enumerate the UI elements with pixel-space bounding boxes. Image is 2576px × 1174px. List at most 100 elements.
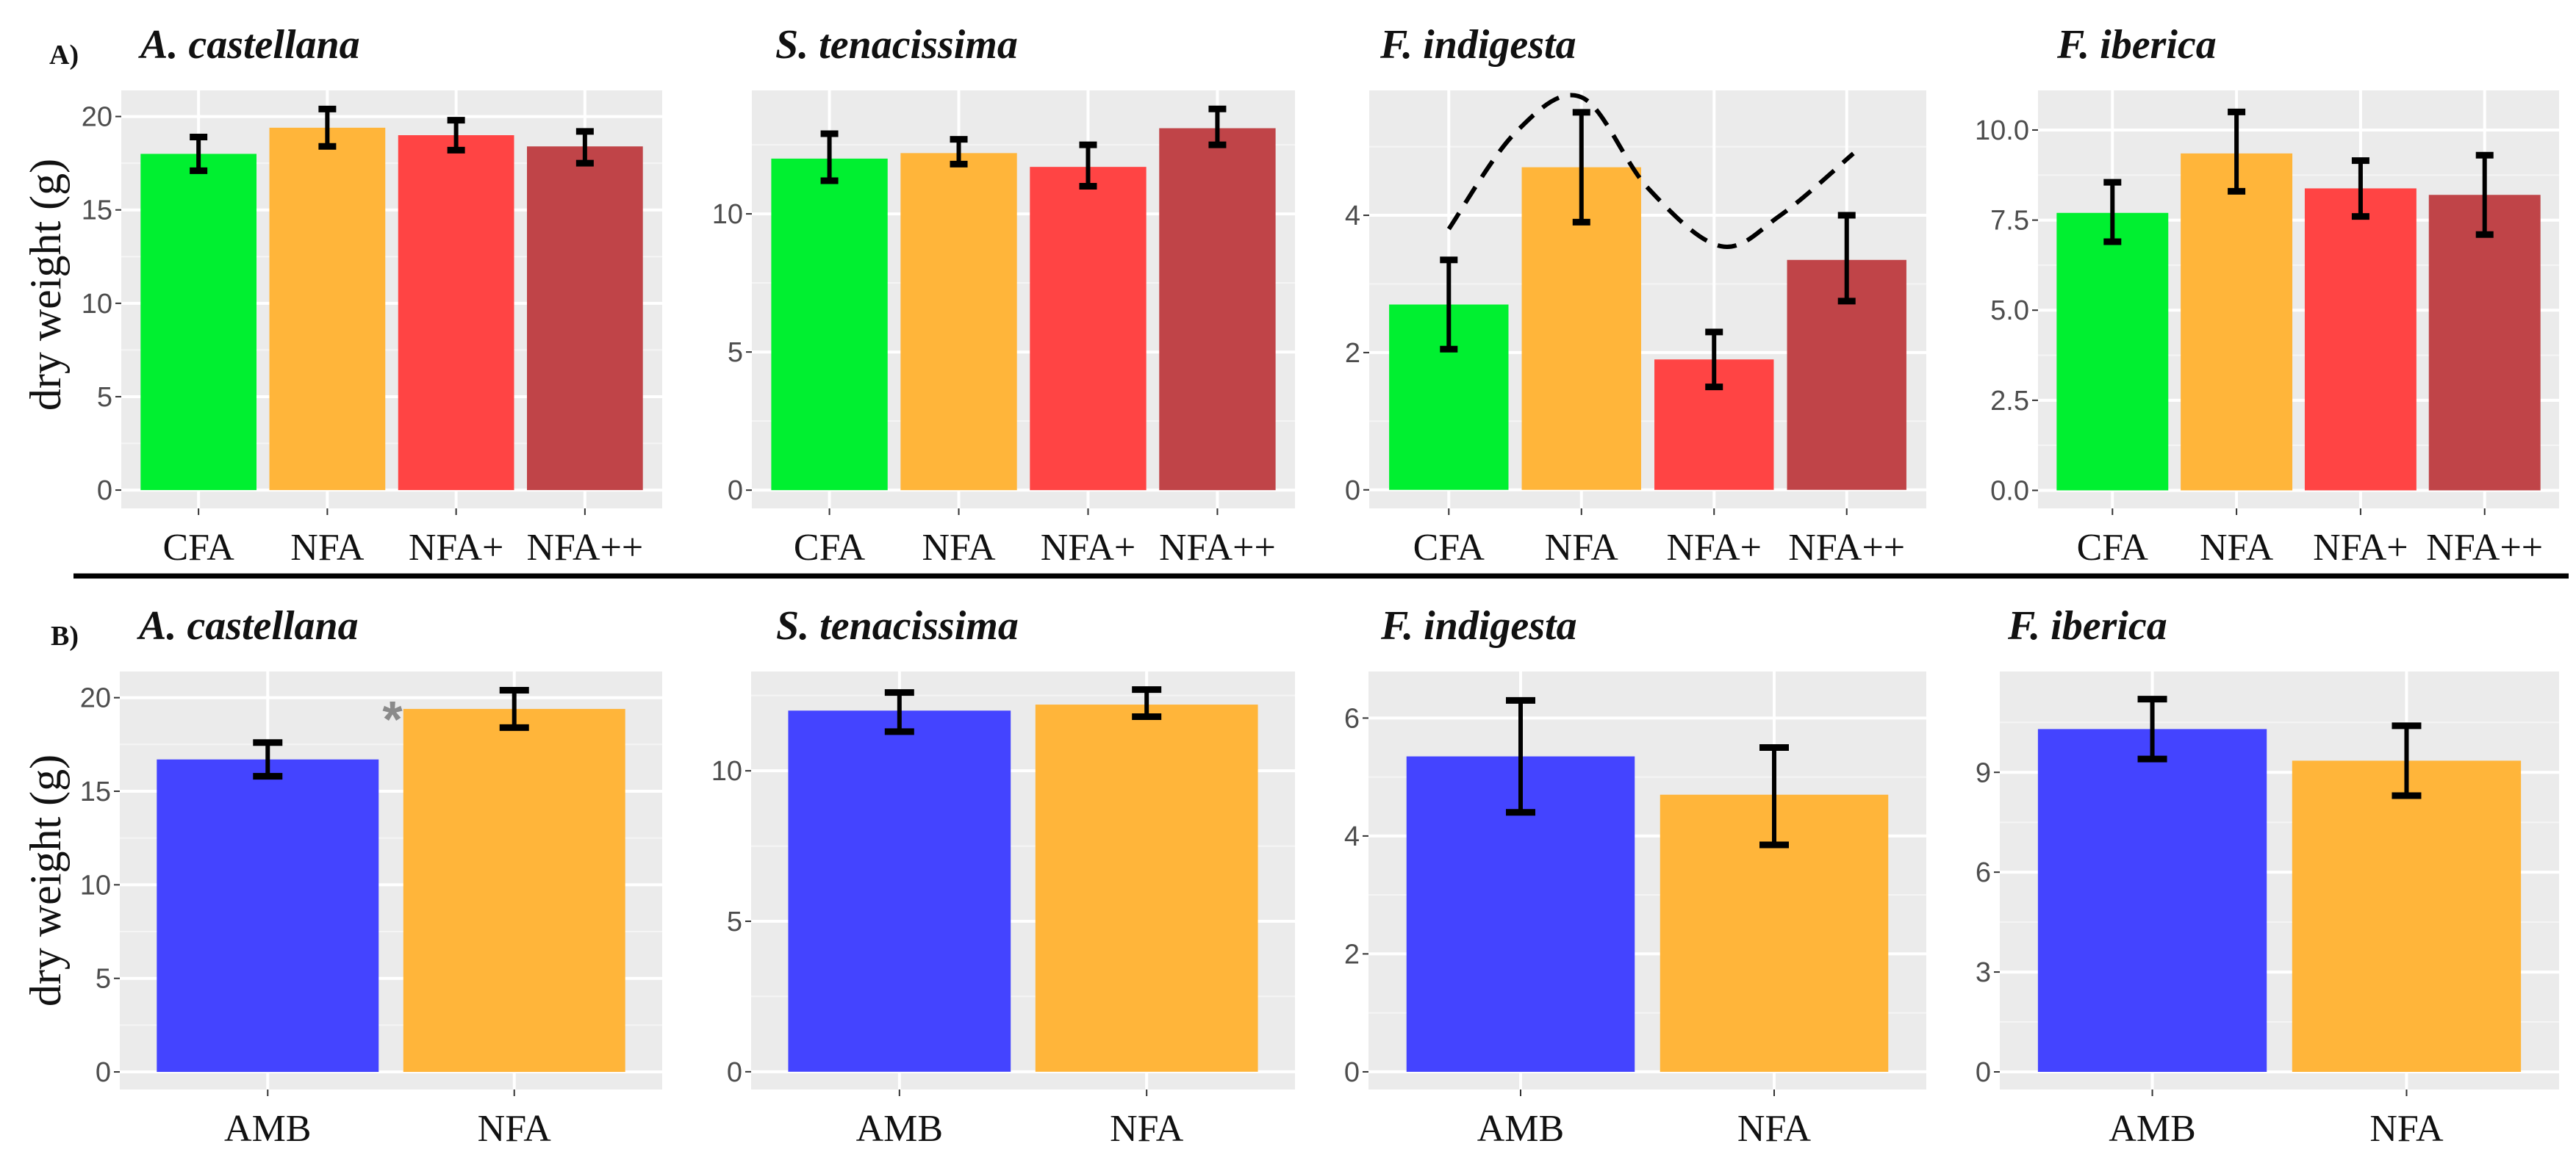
error-bar (1506, 696, 1535, 816)
error-bar (1759, 744, 1789, 849)
x-tick-label: CFA (1413, 527, 1485, 569)
bar-cfa (771, 158, 888, 491)
bar-nfa (2181, 153, 2293, 491)
y-tick-label: 4 (1345, 201, 1360, 231)
y-tick-label: 6 (1344, 703, 1360, 734)
error-bar (2475, 151, 2494, 238)
y-tick-label: 0 (96, 1057, 111, 1088)
panel-5: 0 5 10 15 20 AMB NFA * A. castellana B) dry weight… (21, 603, 662, 1150)
error-bar (575, 128, 594, 167)
y-tick-label: 2 (1344, 939, 1360, 970)
panel-title: A. castellana (138, 22, 360, 68)
y-tick-label: 0 (1976, 1057, 1991, 1088)
x-tick-label: NFA+ (1041, 527, 1136, 569)
x-tick-label: NFA (1737, 1108, 1812, 1150)
error-bar (2137, 696, 2167, 763)
y-tick-label: 0 (97, 475, 112, 506)
x-tick-label: NFA (1110, 1108, 1184, 1150)
y-tick-label: 20 (82, 102, 112, 133)
panel-title: F. iberica (2007, 603, 2167, 649)
bar-cfa (140, 154, 256, 491)
y-tick-label: 10 (82, 289, 112, 320)
error-bar (1705, 328, 1723, 391)
x-tick-label: NFA (478, 1108, 552, 1150)
bar-amb (788, 710, 1011, 1072)
error-bar (950, 136, 968, 168)
x-tick-label: NFA++ (526, 527, 643, 569)
error-bar (820, 130, 839, 184)
x-tick-label: AMB (224, 1108, 311, 1150)
y-tick-label: 0 (727, 1057, 742, 1088)
y-tick-label: 7.5 (1990, 206, 2029, 237)
panel-title: S. tenacissima (776, 603, 1019, 649)
y-tick-label: 15 (80, 777, 111, 807)
x-tick-label: CFA (162, 527, 234, 569)
error-bar (447, 117, 465, 154)
y-tick-label: 15 (82, 195, 112, 226)
error-bar (1079, 141, 1097, 190)
panel-label: A) (49, 40, 79, 71)
panel-title: F. indigesta (1380, 22, 1576, 68)
bar-nfaplusplus (1159, 128, 1276, 491)
panel-title: F. iberica (2056, 22, 2217, 68)
y-tick-label: 20 (80, 683, 111, 714)
bar-nfaplusplus (527, 146, 643, 491)
panel-4: 0.0 2.5 5.0 7.5 10.0 CFA NFA NFA+ NFA++ F. iberic… (1975, 22, 2559, 569)
error-bar (1132, 686, 1162, 720)
error-bar (1208, 105, 1227, 148)
panel-title: S. tenacissima (775, 22, 1018, 68)
y-tick-label: 10 (80, 870, 111, 901)
significance-asterisk: * (382, 691, 403, 748)
panel-3: 0 2 4 CFA NFA NFA+ NFA++ F. indigesta (1345, 22, 1926, 569)
bar-nfa (269, 127, 386, 491)
y-tick-label: 10 (712, 199, 743, 230)
y-tick-label: 0 (728, 475, 743, 506)
y-tick-label: 5 (97, 382, 112, 413)
x-tick-label: AMB (856, 1108, 943, 1150)
x-tick-label: NFA (2200, 527, 2274, 569)
y-tick-label: 4 (1344, 821, 1360, 852)
error-bar (2392, 722, 2422, 799)
bar-nfaplus (2304, 188, 2417, 491)
y-axis-label: dry weight (g) (21, 755, 70, 1006)
x-tick-label: NFA+ (2313, 527, 2408, 569)
x-tick-label: AMB (1477, 1108, 1564, 1150)
bar-nfa (403, 708, 625, 1073)
y-tick-label: 5 (727, 907, 742, 937)
panel-title: F. indigesta (1380, 603, 1577, 649)
error-bar (2351, 157, 2369, 220)
panel-title: A. castellana (137, 603, 359, 649)
x-tick-label: NFA++ (1788, 527, 1905, 569)
x-tick-label: CFA (794, 527, 866, 569)
x-tick-label: CFA (2077, 527, 2149, 569)
bar-cfa (2056, 212, 2169, 491)
error-bar (1837, 212, 1856, 305)
y-tick-label: 0 (1344, 1057, 1360, 1088)
error-bar (253, 739, 283, 780)
y-tick-label: 2.5 (1990, 386, 2029, 417)
y-tick-label: 5.0 (1990, 295, 2029, 326)
error-bar (1572, 109, 1590, 226)
x-tick-label: NFA (1545, 527, 1619, 569)
x-tick-label: NFA++ (1159, 527, 1276, 569)
y-tick-label: 3 (1976, 957, 1991, 988)
panel-7: 0 2 4 6 AMB NFA F. indigesta (1344, 603, 1926, 1150)
y-tick-label: 5 (96, 964, 111, 995)
y-tick-label: 10 (711, 756, 742, 787)
panel-6: 0 5 10 AMB NFA S. tenacissima (711, 603, 1295, 1150)
bar-nfa (2292, 760, 2522, 1072)
error-bar (499, 686, 529, 731)
bar-nfa (1035, 705, 1258, 1072)
y-tick-label: 6 (1976, 857, 1991, 888)
x-tick-label: NFA+ (409, 527, 504, 569)
bar-nfaplus (398, 135, 514, 491)
y-tick-label: 10.0 (1975, 115, 2029, 146)
error-bar (2103, 179, 2122, 245)
bar-nfaplus (1030, 167, 1147, 491)
error-bar (190, 134, 208, 174)
error-bar (2228, 108, 2246, 195)
x-tick-label: NFA+ (1666, 527, 1762, 569)
error-bar (1440, 256, 1458, 353)
panel-1: 0 5 10 15 20 CFA NFA NFA+ NFA++ A. castellana A) dr… (21, 22, 662, 569)
x-tick-label: NFA (2369, 1108, 2444, 1150)
